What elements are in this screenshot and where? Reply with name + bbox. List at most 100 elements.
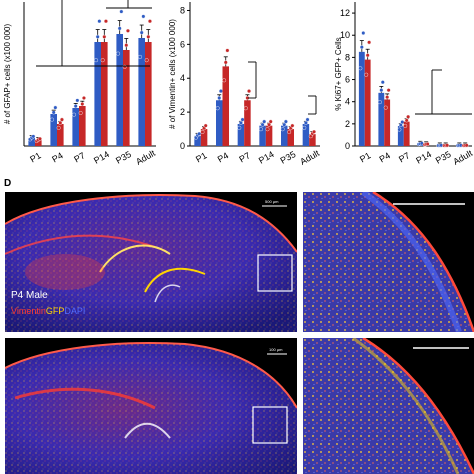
y-tick-label: 12 [340,8,350,18]
x-tick-label: Adult [451,148,474,167]
data-point [81,95,86,100]
data-point [72,112,77,117]
y-tick-label: 6 [180,39,185,49]
data-point [124,43,129,48]
data-point [365,53,370,58]
x-tick-label: P1 [194,150,209,164]
data-point [217,95,222,100]
data-point [51,110,56,115]
bar [79,106,86,146]
micrograph-zoom-top [303,192,474,332]
data-point [361,31,366,36]
data-point [103,19,108,24]
data-point [218,89,223,94]
bar [237,123,245,146]
data-point [400,120,405,125]
data-point [222,78,227,83]
bar [194,135,201,146]
stain-legend: VimentinGFPDAPI [11,306,85,316]
data-point [31,134,36,139]
data-point [75,98,80,103]
x-tick-label: P4 [50,150,65,164]
bar [72,108,79,146]
x-tick-label: P35 [279,149,298,166]
data-point [141,14,146,19]
data-point [97,19,102,24]
data-point [258,127,263,132]
data-point [243,106,248,111]
data-point [197,131,202,136]
zoom-box-top [257,254,293,292]
bar [50,114,57,146]
data-point [247,89,252,94]
bar [222,66,229,146]
bar [101,42,108,146]
data-point [225,48,230,53]
data-point [385,95,390,100]
data-point [223,60,228,65]
data-point [94,58,99,63]
data-point [240,117,245,122]
data-point [53,105,58,110]
data-point [290,123,295,128]
y-tick-label: 8 [180,5,185,15]
x-tick-label: P14 [92,149,111,166]
data-point [302,125,307,130]
bar [200,129,208,146]
data-point [122,64,127,69]
bar [364,59,371,146]
bar [302,123,310,146]
bar [94,42,101,146]
data-point [425,142,430,147]
data-point [125,28,130,33]
zoom-box-bottom [252,406,288,444]
data-point [146,34,151,39]
data-point [312,129,317,134]
bar [145,42,152,146]
data-point [119,9,124,14]
data-point [138,54,143,59]
data-point [117,26,122,31]
data-point [78,110,83,115]
y-tick-label: 4 [180,73,185,83]
bar [138,38,145,146]
data-point [282,122,287,127]
y-axis-label: # of Vimentin+ cells (x100 000) [168,19,177,129]
data-point [260,122,265,127]
data-point [265,127,270,132]
y-tick-label: 0 [345,141,350,151]
x-tick-label: P7 [72,150,87,164]
bar [123,50,130,146]
micrograph-zoom-bottom [303,338,474,474]
x-tick-label: P7 [237,150,252,164]
bar [378,92,385,146]
x-tick-label: P14 [414,149,433,166]
data-point [268,119,273,124]
y-axis-label: % Ki67+ GFP+ Cells [334,37,343,110]
data-point [358,66,363,71]
data-point [262,119,267,124]
bar [35,140,42,146]
data-point [50,117,55,122]
bar [57,124,64,146]
data-point [383,105,388,110]
data-point [215,106,220,111]
data-point [380,80,385,85]
data-point [464,143,469,148]
scale-bar-label-top: 500 µm [265,199,279,204]
panel-letter: D [4,178,12,189]
y-tick-label: 8 [345,52,350,62]
data-point [403,123,408,128]
data-point [367,40,372,45]
data-point [56,125,61,130]
bar [309,134,316,146]
bar-charts-row: # of GFAP+ cells (x100 000)P1 P4 P7 P14 P35 A… [3,0,474,167]
data-point [305,117,310,122]
data-point [200,130,205,135]
data-point [102,34,107,39]
stain-dapi: DAPI [64,306,86,316]
data-point [404,118,409,123]
bar [384,99,391,146]
x-tick-label: P1 [28,150,43,164]
data-point [303,120,308,125]
